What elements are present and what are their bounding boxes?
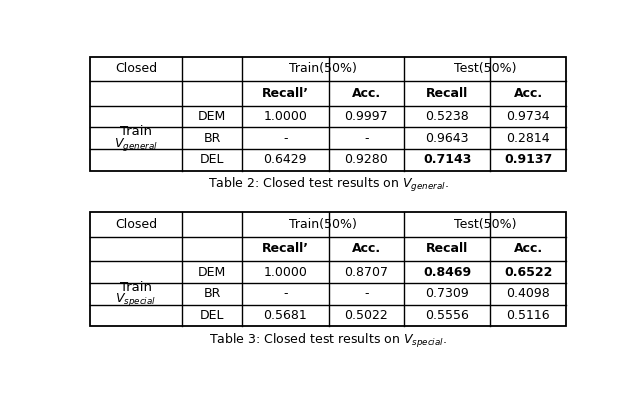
Text: Acc.: Acc.: [514, 242, 543, 255]
Text: 0.6522: 0.6522: [504, 266, 552, 279]
Text: 0.9137: 0.9137: [504, 153, 552, 166]
Text: Table 3: Closed test results on $V_{special}$.: Table 3: Closed test results on $V_{spec…: [209, 332, 447, 350]
Text: Train: Train: [120, 126, 152, 138]
Text: 0.5116: 0.5116: [506, 309, 550, 322]
Text: DEM: DEM: [198, 266, 226, 279]
Text: 0.9643: 0.9643: [426, 132, 469, 145]
Text: 0.9734: 0.9734: [506, 110, 550, 123]
Text: 0.5022: 0.5022: [344, 309, 388, 322]
Text: 0.5556: 0.5556: [426, 309, 469, 322]
Text: $V_{general}$: $V_{general}$: [114, 136, 158, 153]
Text: Train(50%): Train(50%): [289, 62, 357, 75]
Text: Closed: Closed: [115, 218, 157, 231]
Text: Table 2: Closed test results on $V_{general}$.: Table 2: Closed test results on $V_{gene…: [207, 176, 449, 194]
Text: -: -: [283, 132, 287, 145]
Text: Recall: Recall: [426, 87, 468, 100]
Text: BR: BR: [204, 132, 221, 145]
Text: BR: BR: [204, 287, 221, 300]
Text: 1.0000: 1.0000: [264, 110, 307, 123]
Text: DEL: DEL: [200, 153, 224, 166]
Text: Closed: Closed: [115, 62, 157, 75]
Text: Acc.: Acc.: [352, 242, 381, 255]
Text: Recall’: Recall’: [262, 87, 309, 100]
Text: Test(50%): Test(50%): [454, 62, 516, 75]
Text: 0.8707: 0.8707: [344, 266, 388, 279]
Text: 0.9997: 0.9997: [344, 110, 388, 123]
Text: 0.9280: 0.9280: [344, 153, 388, 166]
Text: 0.5681: 0.5681: [264, 309, 307, 322]
Text: Recall’: Recall’: [262, 242, 309, 255]
Bar: [90, 212, 566, 326]
Text: 0.7309: 0.7309: [426, 287, 469, 300]
Text: DEM: DEM: [198, 110, 226, 123]
Text: 0.7143: 0.7143: [423, 153, 472, 166]
Text: -: -: [364, 287, 369, 300]
Text: -: -: [364, 132, 369, 145]
Text: DEL: DEL: [200, 309, 224, 322]
Text: 0.4098: 0.4098: [506, 287, 550, 300]
Text: -: -: [283, 287, 287, 300]
Text: Test(50%): Test(50%): [454, 218, 516, 231]
Text: Train(50%): Train(50%): [289, 218, 357, 231]
Bar: [90, 57, 566, 171]
Text: 0.6429: 0.6429: [264, 153, 307, 166]
Text: Acc.: Acc.: [514, 87, 543, 100]
Text: 0.5238: 0.5238: [426, 110, 469, 123]
Text: 0.8469: 0.8469: [423, 266, 471, 279]
Text: Acc.: Acc.: [352, 87, 381, 100]
Text: Recall: Recall: [426, 242, 468, 255]
Text: 1.0000: 1.0000: [264, 266, 307, 279]
Text: Train: Train: [120, 281, 152, 294]
Text: $V_{special}$: $V_{special}$: [115, 291, 157, 308]
Text: 0.2814: 0.2814: [506, 132, 550, 145]
